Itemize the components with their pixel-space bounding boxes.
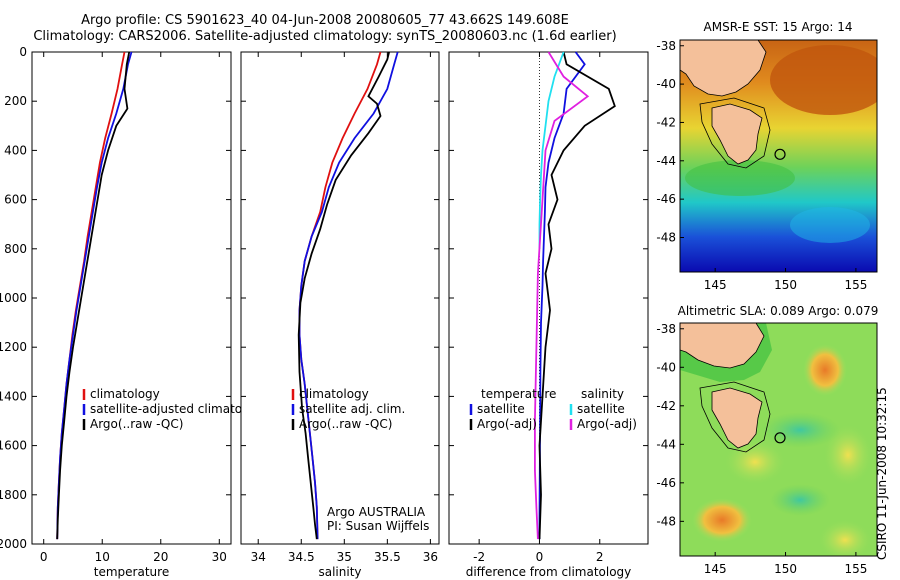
sst-map-ytick-label: -44 xyxy=(656,154,676,168)
difference-legend-heading: temperature xyxy=(481,387,556,401)
temperature-legend-label: climatology xyxy=(90,387,160,401)
figure-title-line-1: Argo profile: CS 5901623_40 04-Jun-2008 … xyxy=(81,13,569,28)
difference-legend-heading: salinity xyxy=(581,387,624,401)
sla-map-ytick-label: -42 xyxy=(656,399,676,413)
difference-series-2 xyxy=(538,51,616,540)
sst-map-ytick-label: -40 xyxy=(656,77,676,91)
sst-map: AMSR-E SST: 15 Argo: 14 145 150 155 -38 -40 -… xyxy=(656,20,878,292)
sla-map-xtick-label: 155 xyxy=(844,562,867,576)
sst-map-ytick-label: -48 xyxy=(656,230,676,244)
difference-xtick-label: 2 xyxy=(596,550,604,564)
temperature-xtick-label: 30 xyxy=(212,550,227,564)
sst-warm-patch xyxy=(770,45,877,115)
temperature-legend-label: Argo(..raw -QC) xyxy=(90,417,183,431)
difference-legend-label: satellite xyxy=(577,402,625,416)
salinity-legend-label: Argo(..raw -QC) xyxy=(299,417,392,431)
salinity-series-3 xyxy=(297,51,390,540)
depth-tick-label: 1800 xyxy=(0,488,27,502)
sst-map-ytick-label: -42 xyxy=(656,115,676,129)
difference-series-4 xyxy=(534,51,590,540)
panel-annotation: Argo AUSTRALIA xyxy=(327,505,426,519)
salinity-legend-label: climatology xyxy=(299,387,369,401)
sla-map: Altimetric SLA: 0.089 Argo: 0.079 145 150… xyxy=(656,304,878,576)
depth-tick-label: 1600 xyxy=(0,439,27,453)
depth-tick-label: 1400 xyxy=(0,389,27,403)
side-credit-label: CSIRO 11-Jun-2008 10:32:15 xyxy=(875,387,889,560)
temperature-xlabel: temperature xyxy=(94,565,169,579)
salinity-xtick-label: 35.5 xyxy=(374,550,401,564)
sla-low-2 xyxy=(770,484,830,516)
salinity-xtick-label: 34.5 xyxy=(288,550,315,564)
depth-tick-label: 2000 xyxy=(0,537,27,551)
salinity-xtick-label: 35 xyxy=(337,550,352,564)
depth-tick-label: 0 xyxy=(19,45,27,59)
sst-cyan-patch xyxy=(790,207,870,243)
sla-map-ytick-label: -40 xyxy=(656,360,676,374)
difference-xlabel: difference from climatology xyxy=(466,565,632,579)
sst-map-ytick-label: -38 xyxy=(656,39,676,53)
sla-high-3 xyxy=(692,498,752,542)
difference-legend-label: satellite xyxy=(477,402,525,416)
sla-high-4 xyxy=(824,425,872,485)
depth-tick-label: 800 xyxy=(4,242,27,256)
sla-high-5 xyxy=(819,520,871,556)
temperature-plot-area xyxy=(31,51,232,545)
sla-high-1 xyxy=(803,344,847,396)
sst-map-xtick-label: 150 xyxy=(774,278,797,292)
sst-map-title: AMSR-E SST: 15 Argo: 14 xyxy=(704,20,853,34)
sla-argo-marker xyxy=(774,432,786,444)
sla-map-xtick-label: 150 xyxy=(774,562,797,576)
sla-map-ytick-label: -38 xyxy=(656,322,676,336)
salinity-xlabel: salinity xyxy=(318,565,361,579)
depth-tick-label: 200 xyxy=(4,94,27,108)
difference-xtick-label: -2 xyxy=(473,550,485,564)
sla-map-ytick-label: -46 xyxy=(656,476,676,490)
depth-tick-label: 1200 xyxy=(0,340,27,354)
salinity-plot-area xyxy=(240,51,440,545)
panel-annotation: PI: Susan Wijffels xyxy=(327,519,429,533)
sla-tasmania xyxy=(711,387,763,449)
sla-mainland-coast xyxy=(680,323,765,369)
sst-map-xtick-label: 145 xyxy=(704,278,727,292)
difference-xtick-label: 0 xyxy=(536,550,544,564)
sla-high-2 xyxy=(725,440,785,484)
salinity-series-2 xyxy=(298,51,399,540)
sla-map-ytick-label: -44 xyxy=(656,437,676,451)
depth-tick-label: 400 xyxy=(4,143,27,157)
depth-tick-label: 1000 xyxy=(0,291,27,305)
sst-map-xtick-label: 155 xyxy=(844,278,867,292)
temperature-panel: 0 10 20 30 0 200 400 600 800 1000 1200 1400 1600 1800… xyxy=(0,45,268,579)
figure-title-line-2: Climatology: CARS2006. Satellite-adjuste… xyxy=(33,29,617,44)
temperature-xtick-label: 10 xyxy=(95,550,110,564)
difference-legend-label: Argo(-adj) xyxy=(477,417,537,431)
salinity-panel: 34 34.5 35 35.5 36 salinity climatologysatelli… xyxy=(240,51,440,579)
sst-green-patch xyxy=(685,160,795,196)
sst-map-ytick-label: -46 xyxy=(656,192,676,206)
sst-tasmania xyxy=(711,103,763,165)
difference-legend-label: Argo(-adj) xyxy=(577,417,637,431)
temperature-xtick-label: 0 xyxy=(40,550,48,564)
sst-shelf-contour xyxy=(699,97,771,169)
salinity-xtick-label: 36 xyxy=(423,550,438,564)
depth-tick-label: 600 xyxy=(4,193,27,207)
sla-map-title: Altimetric SLA: 0.089 Argo: 0.079 xyxy=(678,304,879,318)
sst-argo-marker xyxy=(774,148,786,160)
difference-series-3 xyxy=(538,51,565,249)
sla-map-ytick-label: -48 xyxy=(656,514,676,528)
sla-shelf-contour xyxy=(699,381,771,453)
temperature-series-3 xyxy=(56,51,131,540)
sla-map-xtick-label: 145 xyxy=(704,562,727,576)
sst-mainland-coast xyxy=(680,40,767,97)
salinity-legend-label: satellite adj. clim. xyxy=(299,402,405,416)
salinity-xtick-label: 34 xyxy=(251,550,266,564)
temperature-xtick-label: 20 xyxy=(153,550,168,564)
temperature-legend-label: satellite-adjusted climatology xyxy=(90,402,268,416)
sla-low-1 xyxy=(760,412,840,448)
